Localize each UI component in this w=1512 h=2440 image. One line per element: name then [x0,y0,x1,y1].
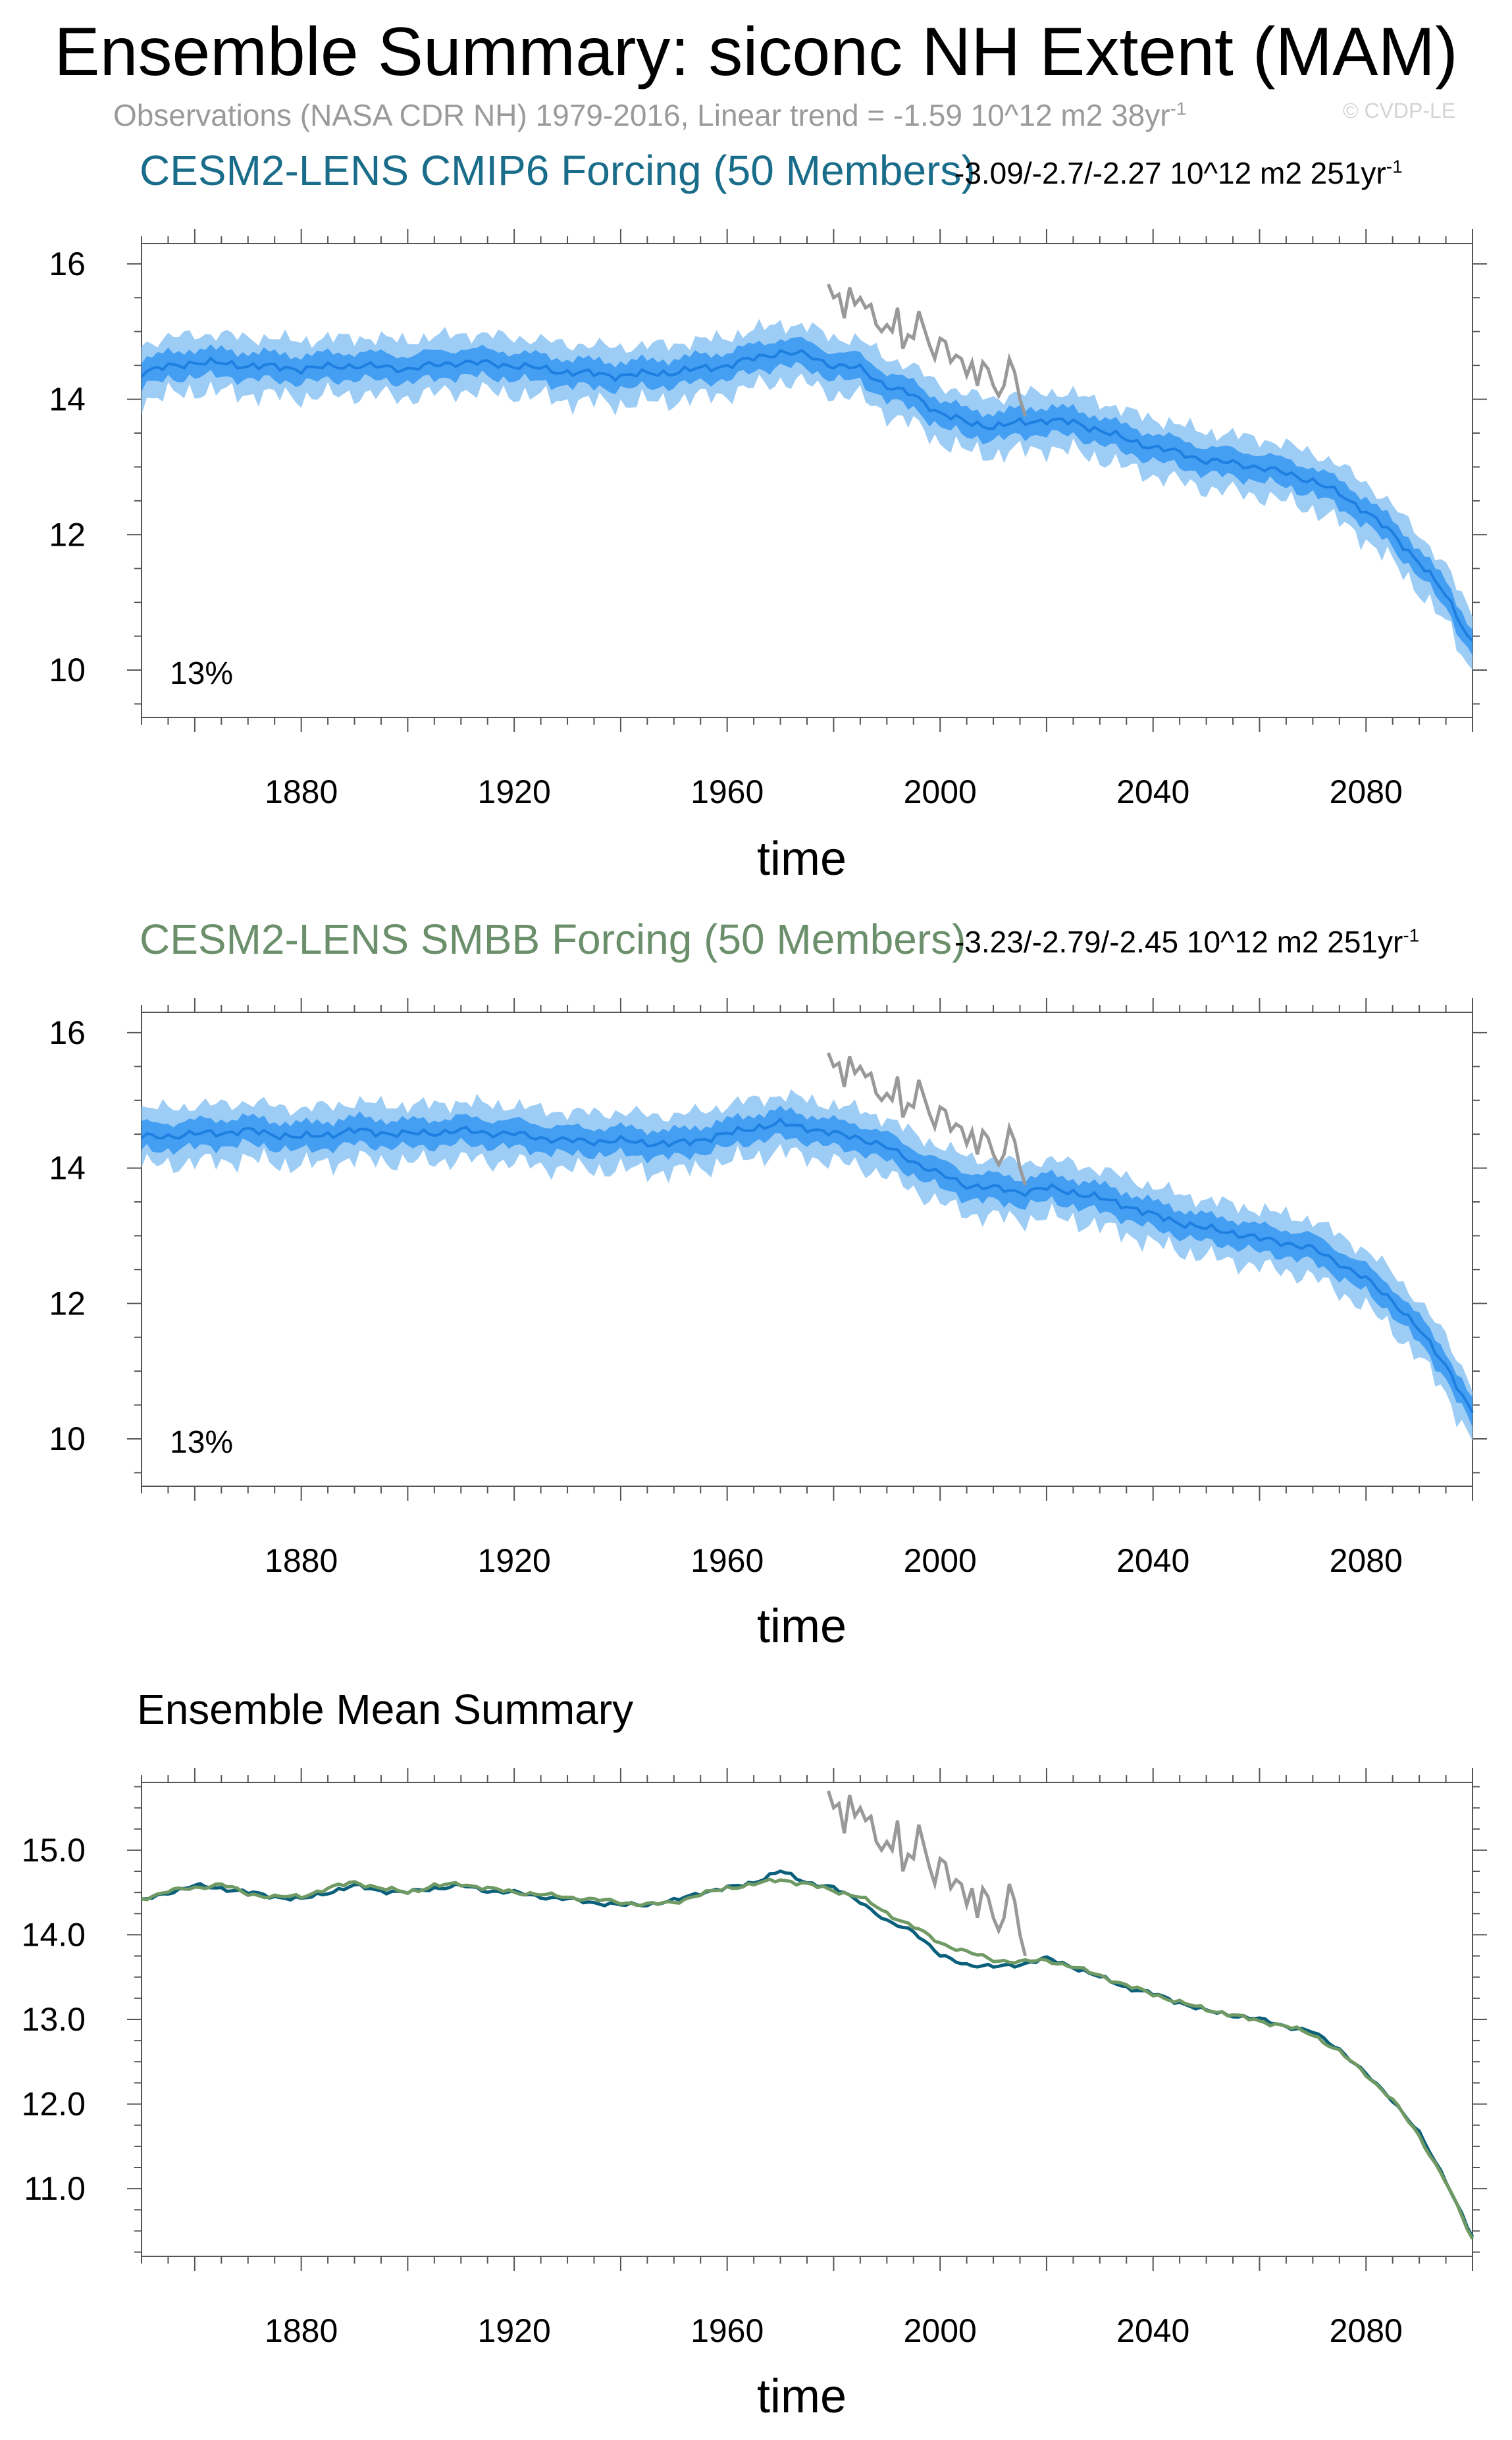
y-tick-label: 14.0 [22,1916,86,1953]
panel-3-observations-line [826,1790,1028,1957]
panel-1-trend-superscript: -1 [1386,156,1403,177]
panel-1-observations-line [827,283,1027,417]
x-tick-label: 2080 [1330,1542,1403,1579]
y-tick-label: 12 [49,1285,86,1322]
y-tick-label: 10 [49,652,86,688]
panel-3-frame [141,1782,1473,2257]
panel-2-title: CESM2-LENS SMBB Forcing (50 Members) [140,916,966,963]
figure-title: Ensemble Summary: siconc NH Extent (MAM) [54,14,1458,90]
x-tick-label: 1880 [265,1542,338,1579]
panel-2-trend-superscript: -1 [1403,925,1420,946]
panel-1-percent-label: 13% [170,656,234,691]
observations-subtitle-superscript: -1 [1170,98,1187,119]
panel-1-trend-text: -3.09/-2.7/-2.27 10^12 m2 251yr [954,156,1386,190]
panel-1-mean-line [140,348,1474,642]
panel-3-cmip6-mean-line [141,1869,1474,2238]
panel-3-title: Ensemble Mean Summary [137,1686,634,1733]
y-tick-label: 16 [49,246,86,282]
panel-3-plot: 1880 1920 1960 2000 2040 2080 11.0 12.0 13.0 14.0… [22,1768,1487,2349]
panel-3-smbb-mean-line [141,1877,1474,2240]
observations-subtitle: Observations (NASA CDR NH) 1979-2016, Li… [113,97,1186,133]
x-tick-label: 1920 [478,773,551,810]
panel-2-trend-text: -3.23/-2.79/-2.45 10^12 m2 251yr [954,925,1403,959]
x-tick-label: 1960 [691,1542,764,1579]
y-tick-label: 16 [49,1014,86,1051]
y-tick-label: 14 [49,1150,86,1187]
panel-2-plot: 1880 1920 1960 2000 2040 2080 10 12 14 16 [49,998,1487,1579]
x-tick-label: 2040 [1116,773,1189,810]
panel-2-xlabel: time [757,1600,847,1653]
x-tick-label: 1960 [691,773,764,810]
panel-1-plot: 1880 1920 1960 2000 2040 2080 10 12 14 16 [49,229,1487,810]
panel-2-mean-line [140,1117,1474,1413]
observations-subtitle-text: Observations (NASA CDR NH) 1979-2016, Li… [113,98,1170,132]
x-tick-label: 2000 [904,773,977,810]
x-tick-label: 1960 [691,2312,764,2349]
panel-1-xlabel: time [757,833,847,885]
x-tick-label: 2000 [904,1542,977,1579]
panel-1-trend: -3.09/-2.7/-2.27 10^12 m2 251yr-1 [954,155,1403,191]
x-tick-label: 2000 [904,2312,977,2349]
panel-2-trend: -3.23/-2.79/-2.45 10^12 m2 251yr-1 [954,924,1419,960]
y-tick-label: 11.0 [24,2170,86,2207]
y-tick-label: 15.0 [22,1832,86,1869]
x-tick-label: 1880 [265,2312,338,2349]
y-tick-label: 12.0 [22,2086,86,2123]
x-tick-label: 1920 [478,2312,551,2349]
panel-2-percent-label: 13% [170,1425,234,1460]
panel-3-xlabel: time [757,2370,847,2423]
x-tick-label: 2080 [1330,773,1403,810]
x-tick-label: 1920 [478,1542,551,1579]
y-tick-label: 14 [49,381,86,418]
x-tick-label: 2040 [1116,1542,1189,1579]
x-tick-label: 2080 [1330,2312,1403,2349]
panel-2-observations-line [827,1052,1027,1186]
panel-1-inner-band [142,336,1473,656]
y-tick-label: 13.0 [22,2001,86,2038]
x-tick-label: 1880 [265,773,338,810]
x-tick-label: 2040 [1116,2312,1189,2349]
y-tick-label: 10 [49,1420,86,1457]
panel-1-title: CESM2-LENS CMIP6 Forcing (50 Members) [140,147,976,194]
y-tick-label: 12 [49,516,86,553]
watermark: © CVDP-LE [1343,99,1456,122]
